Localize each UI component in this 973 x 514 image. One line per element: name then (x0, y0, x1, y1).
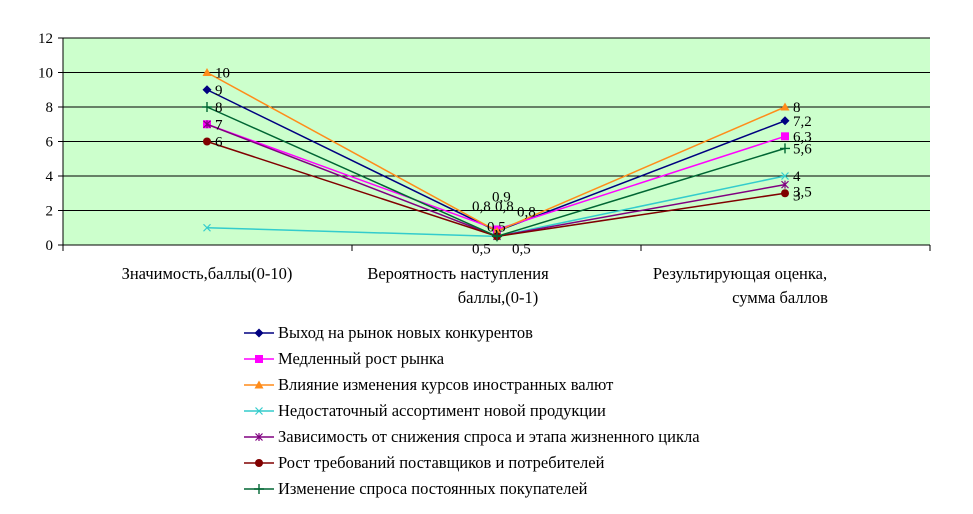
data-point (254, 484, 264, 494)
legend-swatch (244, 433, 274, 441)
data-point (203, 137, 211, 146)
y-tick-label: 0 (46, 238, 54, 254)
data-point (780, 116, 790, 126)
legend-swatch (244, 484, 274, 494)
data-label: 0,9 (492, 189, 511, 205)
data-label: 6 (215, 135, 223, 151)
data-label: 3,5 (793, 185, 812, 201)
legend-item: Влияние изменения курсов иностранных вал… (244, 372, 700, 398)
data-label: 0,5 (487, 219, 506, 235)
data-label: 8 (215, 100, 223, 116)
data-label: 8 (793, 100, 801, 116)
data-point (781, 180, 789, 189)
data-point (255, 355, 263, 363)
data-point (255, 433, 263, 441)
data-point (780, 143, 790, 154)
legend-swatch (244, 380, 274, 389)
legend-item: Рост требований поставщиков и потребител… (244, 450, 700, 476)
data-point (202, 68, 212, 76)
data-label: 6,3 (793, 129, 812, 145)
legend-item: Изменение спроса постоянных покупателей (244, 476, 700, 502)
data-point (202, 102, 212, 112)
y-tick-label: 2 (46, 204, 54, 220)
data-label: 0,8 (495, 199, 514, 215)
data-point (255, 459, 263, 467)
legend-swatch (244, 459, 274, 467)
data-point (781, 132, 789, 141)
data-point (203, 120, 211, 129)
legend-label: Влияние изменения курсов иностранных вал… (278, 375, 614, 394)
y-tick-label: 12 (38, 31, 53, 47)
data-point (781, 172, 789, 180)
data-label: 9 (215, 83, 223, 99)
x-tick-label: Вероятность наступления баллы,(0-1) (367, 264, 549, 307)
data-label: 0,5 (472, 241, 491, 257)
legend-item: Зависимость от снижения спроса и этапа ж… (244, 424, 700, 450)
legend-item: Недостаточный ассортимент новой продукци… (244, 398, 700, 424)
legend-swatch (244, 328, 274, 338)
y-tick-label: 10 (38, 66, 53, 82)
legend-label: Медленный рост рынка (278, 349, 445, 368)
data-label: 7,2 (793, 114, 812, 130)
legend-label: Недостаточный ассортимент новой продукци… (278, 401, 606, 420)
x-tick-label: Значимость,баллы(0-10) (122, 264, 293, 283)
data-label: 0,8 (472, 199, 491, 215)
y-tick-label: 8 (46, 100, 54, 116)
legend-label: Выход на рынок новых конкурентов (278, 323, 533, 342)
data-label: 3 (793, 188, 801, 204)
x-tick-label: Результирующая оценка, сумма баллов (653, 264, 828, 307)
data-point (202, 85, 212, 95)
data-point (255, 407, 263, 415)
data-label: 0,8 (517, 204, 536, 220)
data-label: 5,6 (793, 141, 812, 157)
data-point (492, 231, 502, 242)
data-label: 7 (215, 117, 223, 133)
legend-label: Рост требований поставщиков и потребител… (278, 453, 605, 472)
legend-swatch (244, 355, 274, 363)
legend-label: Изменение спроса постоянных покупателей (278, 479, 588, 498)
data-label: 4 (793, 169, 801, 185)
series (202, 68, 790, 235)
data-label: 0,5 (512, 241, 531, 257)
data-point (203, 223, 211, 232)
y-tick-label: 6 (46, 135, 54, 151)
data-point (781, 189, 789, 198)
y-tick-label: 4 (46, 169, 54, 185)
legend-item: Выход на рынок новых конкурентов (244, 320, 700, 346)
legend-item: Медленный рост рынка (244, 346, 700, 372)
data-point (254, 328, 264, 338)
legend-swatch (244, 407, 274, 415)
data-point (492, 226, 502, 235)
data-point (254, 380, 264, 389)
chart-legend: Выход на рынок новых конкурентов Медленны… (244, 320, 700, 502)
data-point (780, 102, 790, 111)
data-label: 7 (215, 117, 223, 133)
series (202, 102, 790, 242)
legend-label: Зависимость от снижения спроса и этапа ж… (278, 427, 700, 446)
data-label: 10 (215, 66, 230, 82)
